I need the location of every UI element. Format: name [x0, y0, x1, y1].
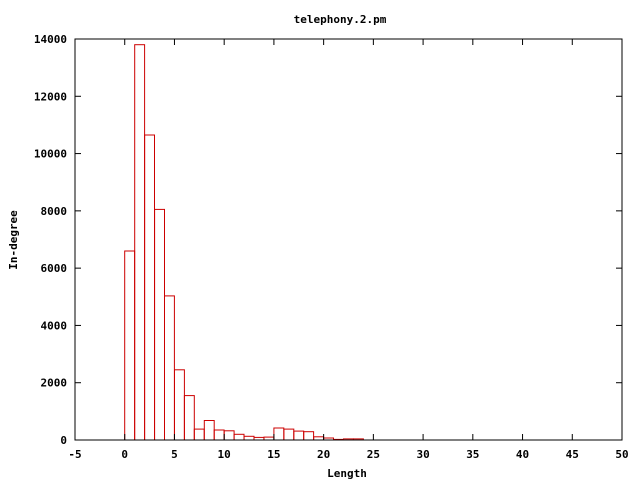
y-axis-label: In-degree	[7, 210, 20, 270]
bar	[154, 208, 166, 441]
y-tick-label: 10000	[34, 148, 67, 161]
x-tick-label: 20	[317, 448, 330, 461]
y-tick-label: 8000	[41, 205, 68, 218]
bar	[183, 395, 195, 441]
bar	[124, 250, 136, 441]
bar	[203, 420, 215, 441]
axis-ticks-group: -5 0 5 10 15 20 25 30 35 40 45 50020004000600080001…	[34, 33, 629, 461]
x-tick-label: -5	[68, 448, 81, 461]
y-tick-label: 12000	[34, 90, 67, 103]
plot-frame	[74, 38, 623, 441]
x-tick-label: 15	[267, 448, 280, 461]
x-tick-label: 35	[466, 448, 479, 461]
y-tick-label: 4000	[41, 319, 68, 332]
bar	[233, 433, 245, 441]
y-tick-label: 0	[60, 434, 67, 447]
bars-group	[124, 44, 364, 441]
x-tick-label: 5	[171, 448, 178, 461]
bar	[134, 44, 146, 441]
bar	[193, 428, 205, 441]
chart-title: telephony.2.pm	[294, 13, 387, 26]
x-tick-label: 45	[566, 448, 579, 461]
bar	[293, 430, 305, 441]
y-tick-label: 6000	[41, 262, 68, 275]
bar	[273, 427, 285, 441]
x-tick-label: 0	[121, 448, 128, 461]
y-tick-label: 14000	[34, 33, 67, 46]
y-tick-label: 2000	[41, 377, 68, 390]
bar	[144, 134, 156, 441]
bar	[283, 428, 295, 441]
bar	[223, 430, 235, 441]
bar	[164, 295, 175, 441]
bar	[243, 435, 255, 441]
x-tick-label: 25	[367, 448, 380, 461]
x-tick-label: 50	[615, 448, 628, 461]
bar	[213, 429, 225, 441]
x-tick-label: 40	[516, 448, 529, 461]
x-axis-label: Length	[327, 467, 367, 480]
x-tick-label: 30	[416, 448, 429, 461]
bar	[174, 369, 185, 441]
bar	[303, 431, 315, 441]
x-tick-label: 10	[218, 448, 231, 461]
